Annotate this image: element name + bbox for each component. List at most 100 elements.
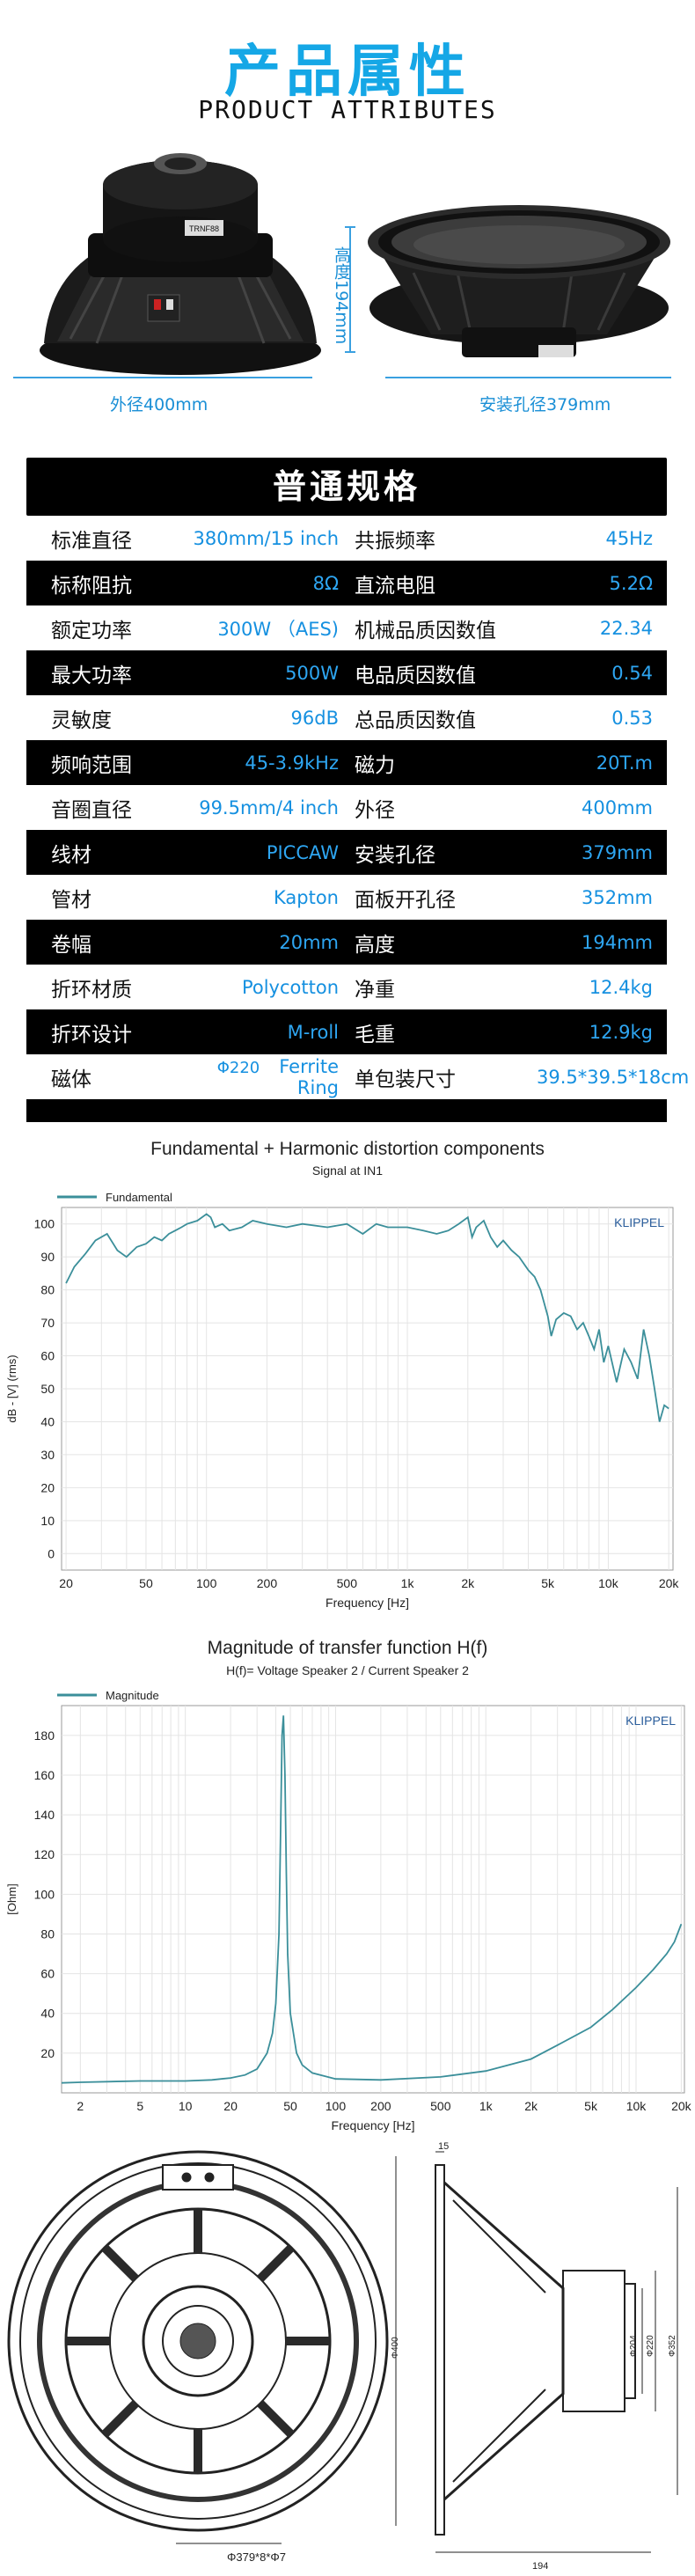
spec-value: 194mm [582,931,653,953]
klippel-watermark: KLIPPEL [614,1215,664,1229]
y-tick-label: 40 [40,1414,55,1428]
spec-row: 线材 PICCAW 安装孔径 379mm [26,830,667,875]
spec-value-prefix: Φ220 [216,1058,260,1077]
series-line [61,1715,683,2084]
x-tick-label: 100 [196,1576,217,1590]
spec-row: 磁体 Φ220 Ferrite Ring 单包装尺寸 39.5*39.5*18cm [26,1054,690,1099]
spec-heading: 普通规格 [26,458,667,516]
spec-value: 20T.m [596,752,653,774]
y-tick-label: 0 [48,1546,55,1560]
x-tick-label: 2k [524,2099,538,2113]
spec-value: Kapton [274,886,339,908]
plot-area [61,1705,685,2094]
spec-value: 20mm [279,931,339,953]
x-tick-label: 10k [598,1576,619,1590]
spec-value: 45-3.9kHz [245,752,339,774]
spec-key: 机械品质因数值 [355,619,496,642]
spec-value: M-roll [287,1021,339,1043]
y-tick-label: 60 [40,1967,55,1981]
chart1-title: Fundamental + Harmonic distortion compon… [150,1139,545,1159]
y-tick-label: 90 [40,1250,55,1264]
spec-value: Polycotton [241,976,339,998]
y-tick-label: 50 [40,1382,55,1396]
spec-value: Φ220 Ferrite Ring [172,1056,348,1098]
page-title-cn: 产品属性 [224,40,471,105]
spec-value: 12.9kg [589,1021,653,1043]
spec-key: 最大功率 [51,664,132,687]
spec-key: 安装孔径 [355,843,435,867]
spec-key: 音圈直径 [51,798,132,822]
spec-value: 0.53 [611,707,653,729]
x-tick-label: 20 [223,2099,238,2113]
spec-value-text: Ferrite Ring [279,1055,339,1098]
technical-drawing: 15 194 Φ379*8*Φ7 Φ400 Φ204 Φ220 Φ352 [7,2141,678,2572]
speaker-back-image [40,153,321,375]
spec-key: 标称阻抗 [51,574,132,598]
y-tick-label: 100 [34,1887,55,1901]
x-tick-label: 10 [179,2099,193,2113]
dim-cutout: Φ352 [668,2335,677,2357]
spec-value: 5.2Ω [609,572,653,594]
spec-key: 直流电阻 [355,574,435,598]
klippel-watermark: KLIPPEL [626,1714,676,1728]
y-tick-label: 40 [40,2007,55,2021]
spec-key: 频响范围 [51,753,132,777]
spec-row: 折环材质 Polycotton 净重 12.4kg [26,965,667,1009]
outer-diameter-label: 外径400mm [110,395,208,415]
spec-key: 面板开孔径 [355,888,456,912]
spec-row: 管材 Kapton 面板开孔径 352mm [26,875,667,920]
spec-key: 单包装尺寸 [355,1068,456,1091]
chart1-subtitle: Signal at IN1 [311,1163,384,1178]
spec-row: 标准直径 380mm/15 inch 共振频率 45Hz [26,516,667,561]
x-tick-label: 5k [584,2099,598,2113]
y-tick-label: 160 [34,1768,55,1782]
y-tick-label: 80 [40,1283,55,1297]
x-tick-label: 50 [283,2099,297,2113]
dim-magnet: Φ220 [646,2335,655,2357]
spec-key: 卷幅 [51,933,91,957]
x-axis-label: Frequency [Hz] [326,1596,409,1610]
x-tick-label: 10k [626,2099,647,2113]
spec-key: 折环材质 [51,978,132,1002]
y-tick-label: 30 [40,1448,55,1462]
spec-key: 毛重 [355,1023,395,1046]
y-axis-label: [Ohm] [5,1883,18,1914]
spec-key: 高度 [355,933,395,957]
spec-row: 额定功率 300W （AES) 机械品质因数值 22.34 [26,605,667,650]
spec-key: 磁体 [51,1068,91,1091]
mounting-hole-label: 安装孔径379mm [479,395,611,415]
chart2-title: Magnitude of transfer function H(f) [207,1638,488,1658]
series-line [65,1213,669,1422]
product-photos: TRNF88 [13,153,671,378]
spec-row: 最大功率 500W 电品质因数值 0.54 [26,650,667,695]
drawing-front-view [7,2150,389,2532]
x-axis-label: Frequency [Hz] [332,2118,415,2132]
dim-depth: 194 [532,2561,548,2572]
spec-value: 39.5*39.5*18cm [537,1066,690,1088]
spec-table: 普通规格 标准直径 380mm/15 inch 共振频率 45Hz 标称阻抗 8Ω 直流电阻… [26,458,690,1122]
spec-rows: 标准直径 380mm/15 inch 共振频率 45Hz 标称阻抗 8Ω 直流电阻 5.2Ω 额… [26,516,690,1099]
x-tick-label: 2k [461,1576,475,1590]
speaker-model-label: TRNF88 [189,224,219,233]
page-title-en: PRODUCT ATTRIBUTES [198,95,497,124]
spec-value: 22.34 [599,617,653,639]
spec-key: 共振频率 [355,529,435,553]
spec-row: 卷幅 20mm 高度 194mm [26,920,667,965]
dim-bolt-circle: Φ379*8*Φ7 [227,2550,286,2564]
drawing-side-view [435,2151,678,2553]
spec-value: PICCAW [266,841,339,863]
spec-key: 标准直径 [51,529,132,553]
spec-row: 灵敏度 96dB 总品质因数值 0.53 [26,695,667,740]
spec-value: 12.4kg [589,976,653,998]
spec-key: 额定功率 [51,619,132,642]
spec-value: 380mm/15 inch [193,527,339,549]
x-tick-label: 5 [136,2099,143,2113]
dim-outer: Φ400 [391,2337,400,2359]
spec-value: 500W [285,662,339,684]
x-tick-label: 1k [401,1576,415,1590]
spec-footer-bar [26,1099,667,1122]
x-tick-label: 200 [257,1576,278,1590]
y-tick-label: 80 [40,1926,55,1941]
spec-value: 352mm [582,886,653,908]
dim-voice: Φ204 [629,2335,639,2357]
